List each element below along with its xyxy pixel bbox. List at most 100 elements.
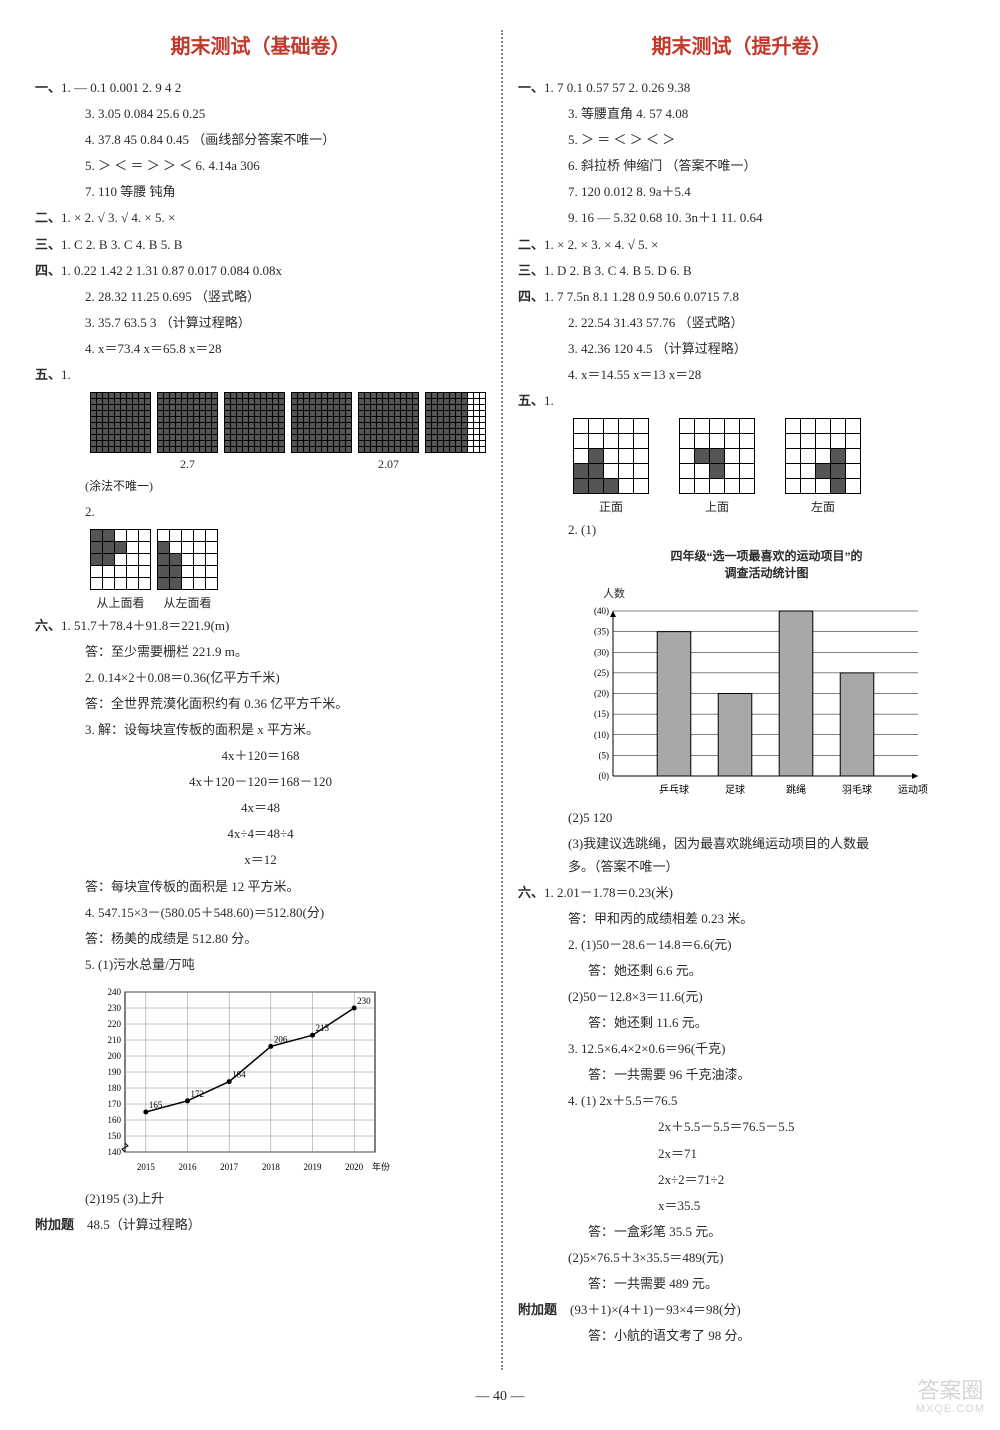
line-chart: 140 150 160 170 180 190 200 210 220 230 240 2015 201… <box>85 982 486 1182</box>
l-s2: 二、1. × 2. √ 3. √ 4. × 5. × <box>35 207 486 229</box>
svg-text:165: 165 <box>149 1100 163 1110</box>
r-s4-0: 四、1. 7 7.5n 8.1 1.28 0.9 50.6 0.0715 7.8 <box>518 286 965 308</box>
svg-text:年份: 年份 <box>372 1161 390 1172</box>
svg-text:(5): (5) <box>599 751 610 761</box>
l-s5-grids2: 从上面看从左面看 <box>90 529 486 611</box>
right-title: 期末测试（提升卷） <box>518 30 965 59</box>
svg-text:2016: 2016 <box>179 1162 198 1172</box>
bar-chart: 四年级“选一项最喜欢的运动项目”的调查活动统计图人数(0)(5)(10)(15)… <box>568 547 965 801</box>
page-number: — 40 — <box>476 1389 525 1405</box>
l-s3: 三、1. C 2. B 3. C 4. B 5. B <box>35 234 486 256</box>
svg-text:220: 220 <box>108 1019 122 1029</box>
left-title: 期末测试（基础卷） <box>35 30 486 59</box>
r-s5-grids1: 正面上面左面 <box>573 418 965 515</box>
l-s1-0: 一、1. — 0.1 0.001 2. 9 4 2 <box>35 77 486 99</box>
svg-text:160: 160 <box>108 1115 122 1125</box>
l-s6-3a: 答：每块宣传板的面积是 12 平方米。 <box>35 876 486 898</box>
l-s4-2: 3. 35.7 63.5 3 （计算过程略） <box>35 312 486 334</box>
l-s1-4: 7. 110 等腰 钝角 <box>35 181 486 203</box>
r-s1-3: 6. 斜拉桥 伸缩门 （答案不唯一） <box>518 155 965 177</box>
l-s1-3: 5. ＞ ＜ ＝ ＞ ＞ ＜ 6. 4.14a 306 <box>35 155 486 177</box>
r-extra-ans: 答：小航的语文考了 98 分。 <box>518 1325 965 1347</box>
l-s6-2: 2. 0.14×2＋0.08＝0.36(亿平方千米) <box>35 667 486 689</box>
svg-text:2019: 2019 <box>304 1162 323 1172</box>
svg-text:206: 206 <box>274 1034 288 1044</box>
r-s5-2b: (2)5 120 <box>518 807 965 829</box>
l-s4-3: 4. x＝73.4 x＝65.8 x＝28 <box>35 338 486 360</box>
r-s6-2b: (2)50－12.8×3＝11.6(元) <box>518 986 965 1008</box>
svg-text:172: 172 <box>191 1089 205 1099</box>
r-s1-2: 5. ＞ ＝ ＜ ＞ ＜ ＞ <box>518 129 965 151</box>
svg-text:(10): (10) <box>594 730 609 740</box>
left-column: 期末测试（基础卷） 一、1. — 0.1 0.001 2. 9 4 2 3. 3… <box>20 30 503 1370</box>
l-s6-4: 4. 547.15×3－(580.05＋548.60)＝512.80(分) <box>35 902 486 924</box>
svg-text:乒乓球: 乒乓球 <box>659 783 689 796</box>
l-s1-2: 4. 37.8 45 0.84 0.45 （画线部分答案不唯一） <box>35 129 486 151</box>
svg-text:跳绳: 跳绳 <box>786 783 806 796</box>
svg-text:2020: 2020 <box>345 1162 364 1172</box>
svg-text:(25): (25) <box>594 668 609 678</box>
watermark-url: MXQE.COM <box>916 1403 985 1415</box>
l-extra: 附加题 48.5（计算过程略） <box>35 1214 486 1236</box>
r-s4-3: 4. x＝14.55 x＝13 x＝28 <box>518 364 965 386</box>
r-s6-3a: 答：一共需要 96 千克油漆。 <box>518 1064 965 1086</box>
svg-text:140: 140 <box>108 1147 122 1157</box>
r-s1-0: 一、1. 7 0.1 0.57 57 2. 0.26 9.38 <box>518 77 965 99</box>
r-s6-2a: 2. (1)50－28.6－14.8＝6.6(元) <box>518 934 965 956</box>
svg-text:180: 180 <box>108 1083 122 1093</box>
r-s6-4a2: 答：一共需要 489 元。 <box>518 1273 965 1295</box>
svg-text:150: 150 <box>108 1131 122 1141</box>
r-extra: 附加题 (93＋1)×(4＋1)－93×4＝98(分) <box>518 1299 965 1321</box>
svg-text:2015: 2015 <box>137 1162 156 1172</box>
r-s1-4: 7. 120 0.012 8. 9a＋5.4 <box>518 181 965 203</box>
svg-text:184: 184 <box>232 1070 246 1080</box>
svg-text:240: 240 <box>108 987 122 997</box>
svg-text:230: 230 <box>357 996 371 1006</box>
r-s3: 三、1. D 2. B 3. C 4. B 5. D 6. B <box>518 260 965 282</box>
svg-text:羽毛球: 羽毛球 <box>842 783 872 796</box>
svg-text:200: 200 <box>108 1051 122 1061</box>
svg-text:足球: 足球 <box>725 783 745 796</box>
l-s5-note: (涂法不唯一) <box>35 476 486 496</box>
l-s6-5: 5. (1)污水总量/万吨 <box>35 954 486 976</box>
r-s4-2: 3. 42.36 120 4.5 （计算过程略） <box>518 338 965 360</box>
r-s6-4b: (2)5×76.5＋3×35.5＝489(元) <box>518 1247 965 1269</box>
l-s6-3: 3. 解：设每块宣传板的面积是 x 平方米。 <box>35 719 486 741</box>
svg-text:运动项目: 运动项目 <box>898 784 928 796</box>
svg-text:(40): (40) <box>594 606 609 616</box>
svg-text:(0): (0) <box>599 771 610 781</box>
r-s5: 五、1. <box>518 390 965 412</box>
l-s6-5b: (2)195 (3)上升 <box>35 1188 486 1210</box>
watermark: 答案圈 MXQE.COM <box>916 1379 985 1415</box>
svg-text:(30): (30) <box>594 648 609 658</box>
r-s1-5: 9. 16 — 5.32 0.68 10. 3n＋1 11. 0.64 <box>518 207 965 229</box>
l-s5-2: 2. <box>35 501 486 523</box>
svg-text:230: 230 <box>108 1003 122 1013</box>
svg-text:213: 213 <box>316 1023 330 1033</box>
right-column: 期末测试（提升卷） 一、1. 7 0.1 0.57 57 2. 0.26 9.3… <box>503 30 980 1370</box>
l-s5: 五、1. <box>35 364 486 386</box>
r-s6-2aa: 答：她还剩 6.6 元。 <box>518 960 965 982</box>
r-s5-2h: 2. (1) <box>518 519 965 541</box>
l-s5-grids1: 2.72.07 <box>90 392 486 472</box>
l-s1-1: 3. 3.05 0.084 25.6 0.25 <box>35 103 486 125</box>
svg-text:2017: 2017 <box>220 1162 239 1172</box>
l-s6-2a: 答：全世界荒漠化面积约有 0.36 亿平方千米。 <box>35 693 486 715</box>
r-s6-1: 六、1. 2.01－1.78＝0.23(米) <box>518 882 965 904</box>
r-s1-1: 3. 等腰直角 4. 57 4.08 <box>518 103 965 125</box>
svg-text:(20): (20) <box>594 689 609 699</box>
l-s6-4a: 答：杨美的成绩是 512.80 分。 <box>35 928 486 950</box>
svg-text:2018: 2018 <box>262 1162 281 1172</box>
r-s6-4h: 4. (1) 2x＋5.5＝76.5 <box>518 1090 965 1112</box>
l-s6-1a: 答：至少需要栅栏 221.9 m。 <box>35 641 486 663</box>
r-s2: 二、1. × 2. × 3. × 4. √ 5. × <box>518 234 965 256</box>
svg-text:210: 210 <box>108 1035 122 1045</box>
watermark-main: 答案圈 <box>916 1379 985 1403</box>
svg-text:(35): (35) <box>594 627 609 637</box>
r-s6-3: 3. 12.5×6.4×2×0.6＝96(千克) <box>518 1038 965 1060</box>
svg-text:(15): (15) <box>594 709 609 719</box>
svg-text:170: 170 <box>108 1099 122 1109</box>
l-s6-1: 六、1. 51.7＋78.4＋91.8＝221.9(m) <box>35 615 486 637</box>
svg-text:190: 190 <box>108 1067 122 1077</box>
r-s6-1a: 答：甲和丙的成绩相差 0.23 米。 <box>518 908 965 930</box>
